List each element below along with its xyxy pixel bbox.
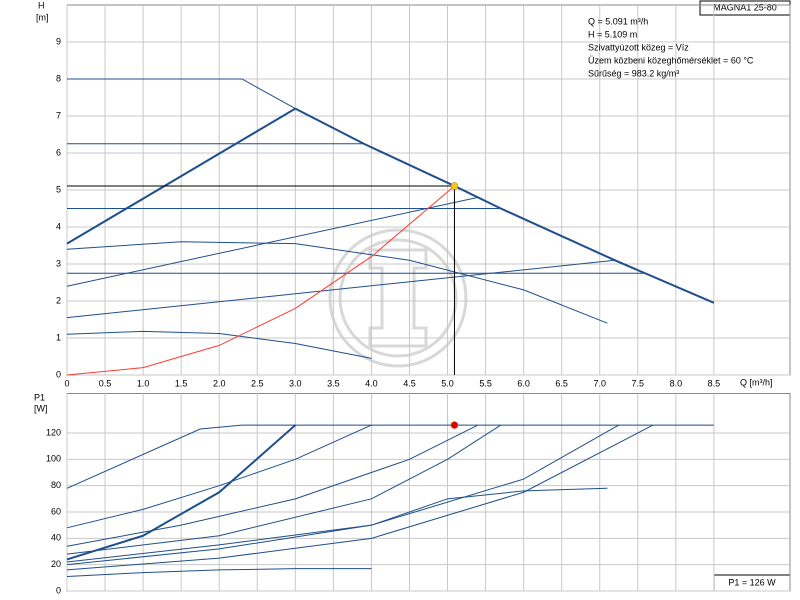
y-tick-label: 4 bbox=[56, 221, 61, 231]
annotation: H = 5.109 m bbox=[588, 29, 637, 39]
y-tick-label: 8 bbox=[56, 73, 61, 83]
x-tick-label: 3.0 bbox=[289, 378, 302, 388]
x-label: Q [m³/h] bbox=[740, 377, 773, 387]
y-tick-label: 0 bbox=[56, 585, 61, 595]
curve bbox=[66, 259, 616, 319]
annotation: Q = 5.091 m³/h bbox=[588, 16, 648, 26]
curve bbox=[66, 107, 296, 245]
curve bbox=[66, 330, 372, 359]
annotation: Szivattyúzott közeg = Víz bbox=[588, 42, 689, 52]
operating-point bbox=[450, 421, 459, 429]
x-tick-label: 5.5 bbox=[479, 378, 492, 388]
y-tick-label: 40 bbox=[51, 533, 61, 543]
curve bbox=[66, 424, 654, 571]
x-tick-label: 6.5 bbox=[555, 378, 568, 388]
y-label: P1 bbox=[34, 392, 45, 402]
y-tick-label: 6 bbox=[56, 147, 61, 157]
x-tick-label: 0.5 bbox=[99, 378, 112, 388]
x-tick-label: 7.0 bbox=[593, 378, 606, 388]
y-tick-label: 1 bbox=[56, 332, 61, 342]
x-tick-label: 1.0 bbox=[137, 378, 150, 388]
y-tick-label: 7 bbox=[56, 110, 61, 120]
y-tick-label: 80 bbox=[51, 480, 61, 490]
curve bbox=[66, 424, 502, 555]
x-tick-label: 0 bbox=[64, 378, 69, 388]
y-tick-label: 120 bbox=[46, 427, 61, 437]
x-tick-label: 5.0 bbox=[441, 378, 454, 388]
curve bbox=[66, 196, 479, 287]
watermark bbox=[328, 228, 468, 368]
y-tick-label: 100 bbox=[46, 454, 61, 464]
curve bbox=[66, 424, 479, 547]
annotation: Üzem közbeni közeghőmérséklet = 60 °C bbox=[588, 55, 754, 65]
y-tick-label: 2 bbox=[56, 295, 61, 305]
curve bbox=[66, 185, 455, 376]
x-tick-label: 8.5 bbox=[708, 378, 721, 388]
annotation: Sűrűség = 983.2 kg/m³ bbox=[588, 68, 679, 78]
operating-point bbox=[450, 182, 459, 190]
y-label: H bbox=[38, 0, 45, 10]
y-tick-label: 60 bbox=[51, 506, 61, 516]
x-tick-label: 7.5 bbox=[632, 378, 645, 388]
x-tick-label: 6.0 bbox=[517, 378, 530, 388]
y-tick-label: 0 bbox=[56, 369, 61, 379]
y-tick-label: 9 bbox=[56, 36, 61, 46]
x-tick-label: 2.5 bbox=[251, 378, 264, 388]
curve bbox=[67, 78, 296, 110]
x-tick-label: 8.0 bbox=[670, 378, 683, 388]
curve bbox=[66, 487, 608, 563]
y-unit: [m] bbox=[36, 12, 49, 22]
y-tick-label: 5 bbox=[56, 184, 61, 194]
curve bbox=[66, 568, 372, 578]
curve bbox=[66, 241, 608, 324]
x-tick-label: 2.0 bbox=[213, 378, 226, 388]
curve bbox=[66, 424, 714, 489]
y-tick-label: 20 bbox=[51, 559, 61, 569]
x-tick-label: 1.5 bbox=[175, 378, 188, 388]
curve bbox=[66, 424, 296, 561]
curve bbox=[66, 424, 372, 529]
annotation: P1 = 126 W bbox=[728, 577, 776, 587]
header: MAGNA1 25-80 bbox=[713, 2, 777, 12]
y-tick-label: 3 bbox=[56, 258, 61, 268]
y-unit: [W] bbox=[34, 403, 48, 413]
x-tick-label: 3.5 bbox=[327, 378, 340, 388]
x-tick-label: 4.5 bbox=[403, 378, 416, 388]
x-tick-label: 4.0 bbox=[365, 378, 378, 388]
